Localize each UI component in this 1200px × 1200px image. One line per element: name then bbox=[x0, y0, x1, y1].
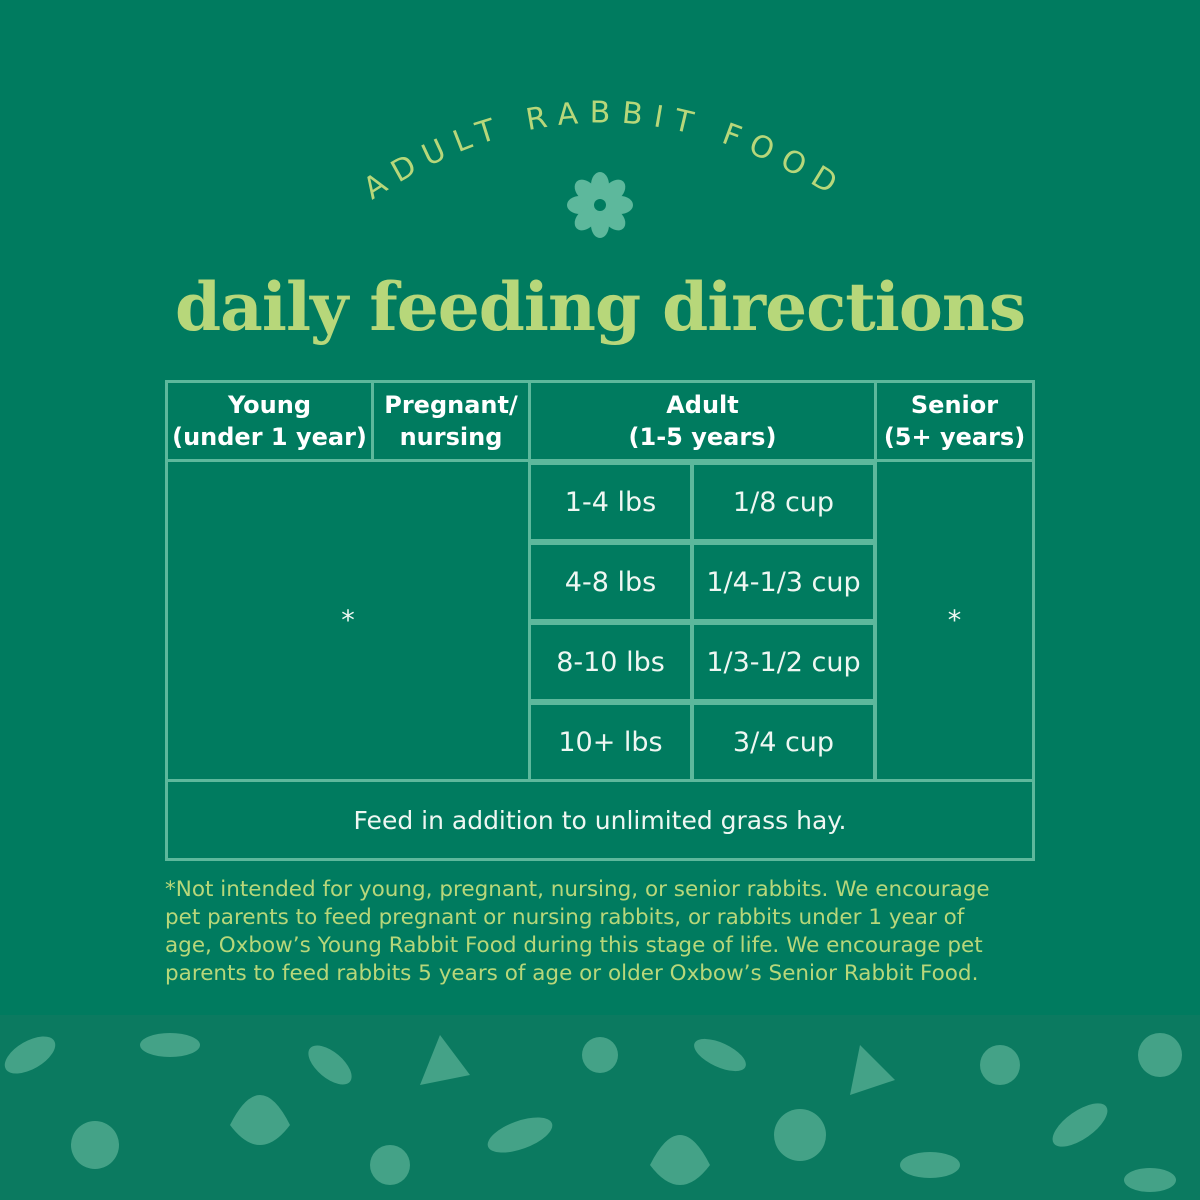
header-art: ADULT RABBIT FOOD bbox=[357, 95, 841, 238]
weight-cell: 1-4 lbs bbox=[528, 462, 693, 542]
weight-cell: 4-8 lbs bbox=[528, 542, 693, 622]
weight-cell: 8-10 lbs bbox=[528, 622, 693, 702]
header-line: (5+ years) bbox=[883, 423, 1026, 451]
note-cell: Feed in addition to unlimited grass hay. bbox=[165, 779, 1035, 861]
header-cell: Adult (1-5 years) bbox=[528, 380, 877, 462]
amount-cell: 1/4-1/3 cup bbox=[691, 542, 876, 622]
header-cell: Young (under 1 year) bbox=[165, 380, 374, 462]
header-line: Young bbox=[227, 391, 311, 419]
footnote-line: age, Oxbow’s Young Rabbit Food during th… bbox=[165, 933, 983, 958]
amount-cell: 1/8 cup bbox=[691, 462, 876, 542]
flower-icon bbox=[567, 172, 633, 238]
decorative-pattern bbox=[0, 1015, 1200, 1200]
amount-cell: 1/3-1/2 cup bbox=[691, 622, 876, 702]
header-line: nursing bbox=[399, 423, 503, 451]
amount-cell: 3/4 cup bbox=[691, 702, 876, 782]
footnote-line: parents to feed rabbits 5 years of age o… bbox=[165, 961, 979, 986]
footnote: *Not intended for young, pregnant, nursi… bbox=[165, 876, 1045, 988]
asterisk-cell: * bbox=[874, 459, 1035, 782]
asterisk-cell: * bbox=[165, 459, 531, 782]
weight-cell: 10+ lbs bbox=[528, 702, 693, 782]
header-cell: Senior (5+ years) bbox=[874, 380, 1035, 462]
footnote-line: pet parents to feed pregnant or nursing … bbox=[165, 905, 965, 930]
footnote-line: *Not intended for young, pregnant, nursi… bbox=[165, 877, 990, 902]
header-cell: Pregnant/nursing bbox=[371, 380, 531, 462]
header-line: Adult bbox=[666, 391, 739, 419]
title: daily feeding directions bbox=[175, 268, 1026, 346]
header-line: Senior bbox=[910, 391, 999, 419]
header-line: (under 1 year) bbox=[172, 423, 367, 451]
header-line: (1-5 years) bbox=[628, 423, 777, 451]
header-line: Pregnant/ bbox=[384, 391, 518, 419]
